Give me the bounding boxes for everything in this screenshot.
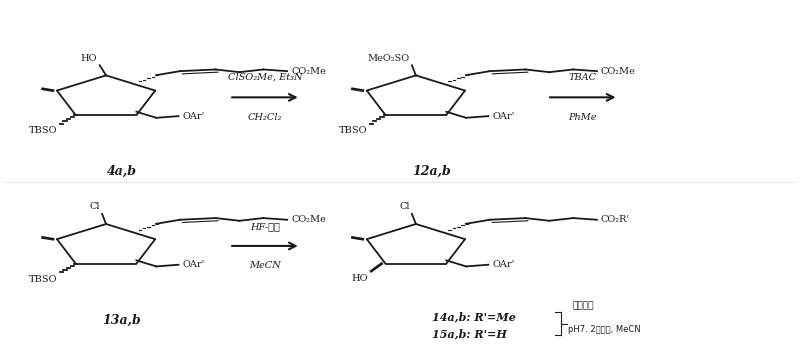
Text: TBSO: TBSO bbox=[29, 275, 58, 284]
Text: 4a,b: 4a,b bbox=[107, 165, 137, 178]
Text: TBSO: TBSO bbox=[338, 126, 367, 135]
Text: MeO₂SO: MeO₂SO bbox=[367, 53, 410, 62]
Text: CO₂Me: CO₂Me bbox=[601, 67, 636, 76]
Text: CO₂Me: CO₂Me bbox=[291, 215, 326, 224]
Text: Cl: Cl bbox=[89, 202, 100, 211]
Text: 15a,b: R'=H: 15a,b: R'=H bbox=[432, 329, 506, 340]
Text: TBSO: TBSO bbox=[29, 126, 58, 135]
Text: pH7. 2缓冲液, MeCN: pH7. 2缓冲液, MeCN bbox=[568, 325, 640, 334]
Text: MeCN: MeCN bbox=[249, 261, 281, 270]
Text: TBAC: TBAC bbox=[569, 73, 597, 82]
Text: 兔肝酶素: 兔肝酶素 bbox=[572, 301, 594, 310]
Text: 14a,b: R'=Me: 14a,b: R'=Me bbox=[432, 312, 516, 323]
Text: HO: HO bbox=[351, 274, 368, 283]
Text: 13a,b: 13a,b bbox=[102, 314, 142, 326]
Text: CH₂Cl₂: CH₂Cl₂ bbox=[248, 112, 282, 121]
Text: Cl: Cl bbox=[399, 202, 410, 211]
Text: 12a,b: 12a,b bbox=[413, 165, 451, 178]
Text: HF-吡啶: HF-吡啶 bbox=[250, 222, 280, 231]
Text: ClSO₂Me, Et₃N: ClSO₂Me, Et₃N bbox=[228, 73, 302, 82]
Text: OAr': OAr' bbox=[182, 112, 205, 121]
Text: CO₂R': CO₂R' bbox=[601, 215, 630, 224]
Text: HO: HO bbox=[80, 53, 97, 62]
Text: CO₂Me: CO₂Me bbox=[291, 67, 326, 76]
Text: OAr': OAr' bbox=[182, 260, 205, 269]
Text: OAr': OAr' bbox=[492, 260, 514, 269]
Text: OAr': OAr' bbox=[492, 112, 514, 121]
Text: PhMe: PhMe bbox=[569, 112, 597, 121]
